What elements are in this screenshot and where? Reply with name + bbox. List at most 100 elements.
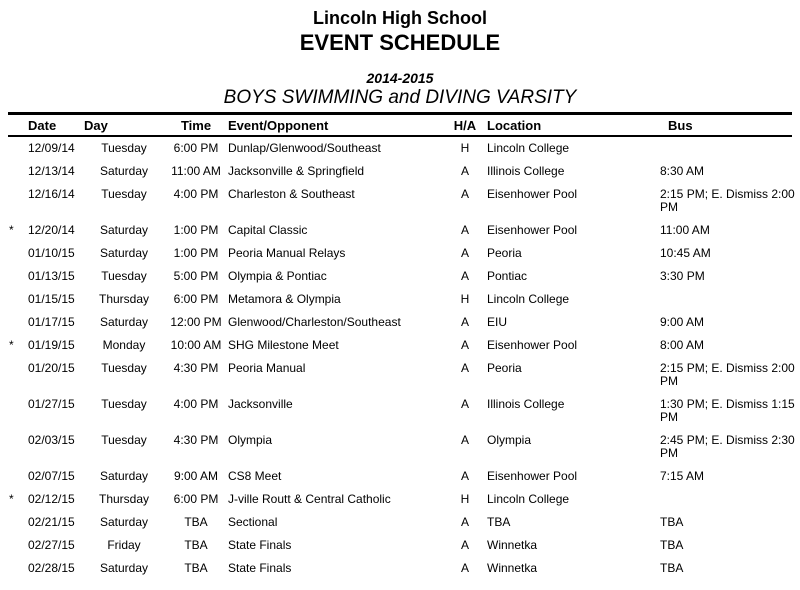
home-away-cell: H <box>460 141 470 155</box>
day-cell: Tuesday <box>101 397 147 411</box>
location-cell: TBA <box>487 515 511 529</box>
location-cell: Illinois College <box>487 397 565 411</box>
day-cell: Saturday <box>99 246 149 260</box>
schedule-row: * 01/19/15 Monday 10:00 AM SHG Milestone… <box>0 334 800 357</box>
date-cell: 02/03/15 <box>28 433 75 447</box>
home-away-cell: A <box>460 515 469 529</box>
time-cell: 4:30 PM <box>173 361 219 375</box>
home-away-cell: A <box>460 561 469 575</box>
time-cell: 1:00 PM <box>173 246 219 260</box>
event-cell: Glenwood/Charleston/Southeast <box>228 315 401 329</box>
schedule-row: 02/07/15 Saturday 9:00 AM CS8 Meet A Eis… <box>0 465 800 488</box>
event-cell: J-ville Routt & Central Catholic <box>228 492 391 506</box>
schedule-row: 02/28/15 Saturday TBA State Finals A Win… <box>0 557 800 580</box>
time-cell: 6:00 PM <box>173 492 219 506</box>
bus-cell: TBA <box>660 561 684 575</box>
location-cell: Peoria <box>487 361 522 375</box>
schedule-row: 01/13/15 Tuesday 5:00 PM Olympia & Ponti… <box>0 265 800 288</box>
schedule-row: 01/17/15 Saturday 12:00 PM Glenwood/Char… <box>0 311 800 334</box>
schedule-row: * 12/20/14 Saturday 1:00 PM Capital Clas… <box>0 219 800 242</box>
date-cell: 02/28/15 <box>28 561 75 575</box>
bus-cell: TBA <box>660 515 684 529</box>
home-away-column-header: H/A <box>453 118 477 133</box>
location-cell: Winnetka <box>487 538 538 552</box>
home-away-cell: A <box>460 187 469 201</box>
date-cell: 02/07/15 <box>28 469 75 483</box>
date-cell: 01/19/15 <box>28 338 75 352</box>
time-cell: 6:00 PM <box>173 141 219 155</box>
date-cell: 01/27/15 <box>28 397 75 411</box>
home-away-cell: A <box>460 469 469 483</box>
home-away-cell: A <box>460 338 469 352</box>
event-column-header: Event/Opponent <box>228 118 329 133</box>
asterisk-flag: * <box>9 492 14 506</box>
bus-cell: 2:45 PM; E. Dismiss 2:30 PM <box>660 433 795 460</box>
location-cell: Eisenhower Pool <box>487 469 578 483</box>
location-cell: Peoria <box>487 246 522 260</box>
date-cell: 02/12/15 <box>28 492 75 506</box>
schedule-row: 02/21/15 Saturday TBA Sectional A TBA TB… <box>0 511 800 534</box>
home-away-cell: A <box>460 246 469 260</box>
date-cell: 02/21/15 <box>28 515 75 529</box>
event-cell: Olympia & Pontiac <box>228 269 327 283</box>
event-cell: Jacksonville <box>228 397 293 411</box>
bus-cell: 1:30 PM; E. Dismiss 1:15 PM <box>660 397 795 424</box>
event-cell: Peoria Manual <box>228 361 306 375</box>
location-cell: Lincoln College <box>487 292 570 306</box>
event-cell: CS8 Meet <box>228 469 282 483</box>
time-cell: 10:00 AM <box>170 338 222 352</box>
bus-cell: 2:15 PM; E. Dismiss 2:00 PM <box>660 187 795 214</box>
location-cell: Olympia <box>487 433 532 447</box>
schedule-row: 12/09/14 Tuesday 6:00 PM Dunlap/Glenwood… <box>0 137 800 160</box>
bus-cell: TBA <box>660 538 684 552</box>
bus-cell: 2:15 PM; E. Dismiss 2:00 PM <box>660 361 795 388</box>
time-cell: 12:00 PM <box>170 315 222 329</box>
event-cell: State Finals <box>228 538 292 552</box>
home-away-cell: H <box>460 292 470 306</box>
schedule-row: 01/20/15 Tuesday 4:30 PM Peoria Manual A… <box>0 357 800 393</box>
event-cell: SHG Milestone Meet <box>228 338 339 352</box>
bus-cell: 10:45 AM <box>660 246 711 260</box>
time-column-header: Time <box>180 118 212 133</box>
bus-cell: 7:15 AM <box>660 469 705 483</box>
asterisk-flag: * <box>9 338 14 352</box>
time-cell: 9:00 AM <box>173 469 219 483</box>
schedule-row: 02/27/15 Friday TBA State Finals A Winne… <box>0 534 800 557</box>
location-column-header: Location <box>487 118 542 133</box>
time-cell: 11:00 AM <box>171 164 221 178</box>
day-cell: Saturday <box>99 164 149 178</box>
day-column-header: Day <box>84 118 108 133</box>
home-away-cell: A <box>460 315 469 329</box>
home-away-cell: A <box>460 433 469 447</box>
home-away-cell: A <box>460 164 469 178</box>
event-cell: Sectional <box>228 515 278 529</box>
time-cell: 4:00 PM <box>173 397 219 411</box>
day-cell: Tuesday <box>101 361 147 375</box>
location-cell: Lincoln College <box>487 492 570 506</box>
date-cell: 12/20/14 <box>28 223 75 237</box>
schedule-row: 12/13/14 Saturday 11:00 AM Jacksonville … <box>0 160 800 183</box>
home-away-cell: A <box>460 397 469 411</box>
header-rule <box>8 135 792 137</box>
location-cell: Lincoln College <box>487 141 570 155</box>
top-rule <box>8 112 792 115</box>
schedule-row: * 02/12/15 Thursday 6:00 PM J-ville Rout… <box>0 488 800 511</box>
event-cell: Metamora & Olympia <box>228 292 341 306</box>
schedule-row: 01/27/15 Tuesday 4:00 PM Jacksonville A … <box>0 393 800 429</box>
date-cell: 01/13/15 <box>28 269 75 283</box>
bus-cell: 9:00 AM <box>660 315 705 329</box>
day-cell: Thursday <box>98 492 150 506</box>
event-cell: Olympia <box>228 433 273 447</box>
event-cell: Dunlap/Glenwood/Southeast <box>228 141 381 155</box>
schedule-row: 01/15/15 Thursday 6:00 PM Metamora & Oly… <box>0 288 800 311</box>
date-cell: 01/17/15 <box>28 315 75 329</box>
day-cell: Tuesday <box>101 141 147 155</box>
day-cell: Monday <box>102 338 146 352</box>
bus-cell: 3:30 PM <box>660 269 705 283</box>
location-cell: Eisenhower Pool <box>487 223 578 237</box>
home-away-cell: A <box>460 538 469 552</box>
time-cell: TBA <box>184 538 208 552</box>
event-cell: Capital Classic <box>228 223 308 237</box>
bus-column-header: Bus <box>668 118 693 133</box>
